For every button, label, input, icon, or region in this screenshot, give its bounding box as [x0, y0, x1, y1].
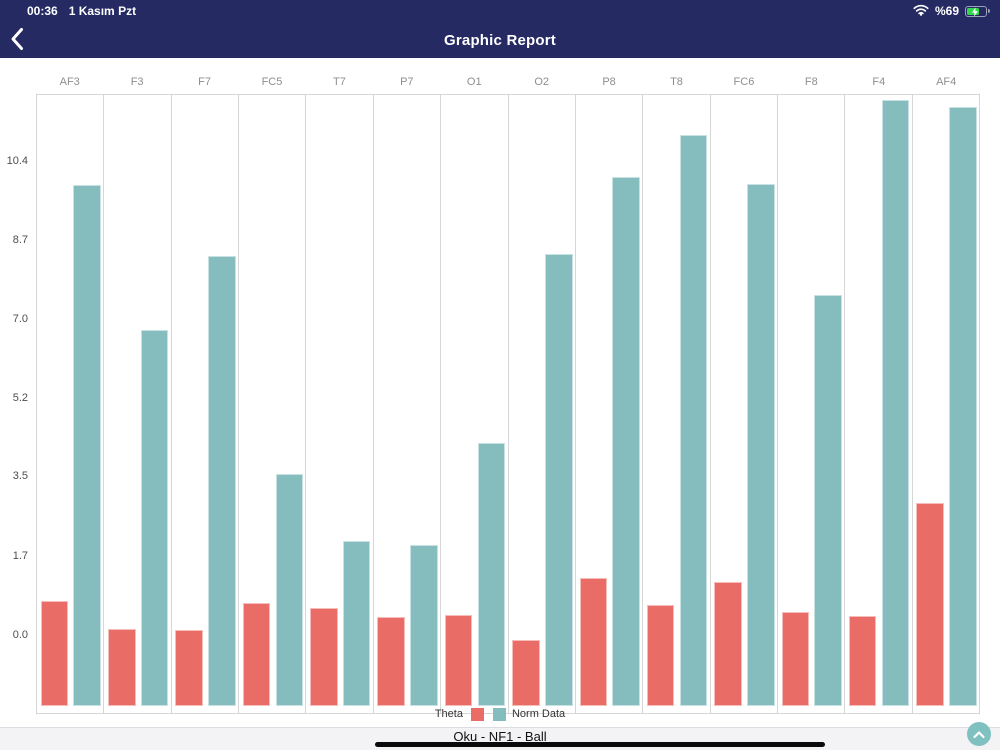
bar-norm-data-f7[interactable] [208, 255, 236, 706]
home-indicator[interactable] [375, 742, 825, 747]
status-time: 00:36 [27, 4, 58, 18]
y-axis: 10.4 8.7 7.0 5.2 3.5 1.7 0.0 [0, 94, 30, 714]
charging-bolt-icon [972, 7, 978, 17]
bar-norm-data-af4[interactable] [949, 107, 977, 706]
bar-norm-data-fc6[interactable] [747, 184, 775, 706]
back-button[interactable] [10, 25, 42, 55]
bar-norm-data-o1[interactable] [477, 442, 506, 706]
bar-norm-data-f4[interactable] [881, 99, 910, 706]
bar-norm-data-f8[interactable] [814, 294, 842, 706]
wifi-icon [913, 4, 929, 19]
chart-panel-fc6 [709, 94, 778, 714]
column-header-t7: T7 [332, 76, 346, 88]
battery-percent-label: %69 [934, 4, 959, 18]
bottom-bar: Oku - NF1 - Ball [0, 727, 1000, 750]
legend-swatch-norm[interactable] [492, 707, 506, 721]
bar-norm-data-fc5[interactable] [275, 474, 304, 706]
bar-theta-af4[interactable] [916, 503, 944, 706]
chart-panel-af4 [911, 94, 981, 714]
bar-norm-data-f3[interactable] [140, 330, 169, 706]
chevron-left-icon [10, 27, 24, 54]
chevron-up-icon [973, 727, 985, 742]
bar-theta-fc5[interactable] [242, 602, 271, 706]
status-left: 00:36 1 Kasım Pzt [27, 4, 136, 18]
page-title: Graphic Report [444, 31, 556, 49]
bar-theta-f8[interactable] [781, 611, 810, 706]
bar-theta-t7[interactable] [310, 608, 338, 706]
bar-norm-data-p7[interactable] [410, 544, 438, 706]
column-header-t8: T8 [670, 76, 683, 88]
chart-panel-o1 [440, 94, 509, 714]
column-header-p8: P8 [602, 76, 616, 88]
bar-theta-fc6[interactable] [714, 582, 742, 706]
chart-panel-p7 [372, 94, 442, 714]
bar-norm-data-o2[interactable] [545, 253, 573, 706]
bar-theta-t8[interactable] [646, 605, 675, 706]
nav-bar: Graphic Report [0, 22, 1000, 58]
y-tick-1.7: 1.7 [12, 549, 28, 562]
column-header-fc6: FC6 [733, 76, 755, 88]
chart-panel-f3 [103, 94, 172, 714]
status-bar: 00:36 1 Kasım Pzt %69 [0, 0, 1000, 22]
y-tick-10.4: 10.4 [6, 154, 28, 167]
chart-panel-t8 [642, 94, 711, 714]
y-tick-7.0: 7.0 [12, 312, 28, 325]
column-header-o2: O2 [534, 76, 549, 88]
y-tick-5.2: 5.2 [12, 391, 28, 404]
column-header-f4: F4 [872, 76, 886, 88]
bar-theta-p7[interactable] [377, 617, 405, 706]
chart-panel-p8 [574, 94, 644, 714]
bar-theta-p8[interactable] [579, 577, 608, 706]
bar-norm-data-t7[interactable] [342, 540, 371, 706]
column-header-fc5: FC5 [261, 76, 283, 88]
legend-swatch-theta[interactable] [470, 707, 484, 721]
legend-label-norm-data[interactable]: Norm Data [511, 708, 566, 720]
column-header-f8: F8 [804, 76, 818, 88]
chart-panel-o2 [507, 94, 576, 714]
chart-panel-af3 [36, 94, 105, 714]
scroll-top-button[interactable] [967, 722, 991, 746]
bar-theta-o1[interactable] [444, 614, 473, 706]
session-label: Oku - NF1 - Ball [453, 729, 547, 744]
bar-theta-f3[interactable] [108, 628, 136, 706]
bar-theta-af3[interactable] [40, 600, 69, 706]
y-tick-3.5: 3.5 [12, 470, 28, 483]
bar-norm-data-af3[interactable] [73, 184, 102, 706]
bar-norm-data-t8[interactable] [679, 134, 708, 706]
chart-panels [36, 94, 981, 714]
column-header-af3: AF3 [59, 76, 80, 88]
battery-charging-icon [965, 5, 990, 17]
bar-theta-f7[interactable] [175, 629, 203, 706]
status-right: %69 [913, 4, 990, 19]
chart-panel-fc5 [238, 94, 307, 714]
bar-norm-data-p8[interactable] [612, 176, 640, 706]
y-tick-0.0: 0.0 [12, 628, 28, 641]
chart-panel-t7 [305, 94, 374, 714]
column-header-o1: O1 [466, 76, 482, 88]
chart-panel-f8 [776, 94, 846, 714]
chart: AF3 F3 F7 FC5 T7 P7 O1 O2 P8 T8 FC6 F8 F4 AF4 10.4 8.7… [0, 58, 1000, 727]
column-headers-row: AF3 F3 F7 FC5 T7 P7 O1 O2 P8 T8 FC6 F8 F4 AF4 [36, 76, 980, 92]
y-tick-8.7: 8.7 [12, 233, 28, 246]
column-header-af4: AF4 [936, 76, 957, 88]
column-header-f7: F7 [198, 76, 211, 88]
bar-theta-o2[interactable] [512, 640, 540, 706]
chart-panel-f4 [844, 94, 913, 714]
column-header-p7: P7 [400, 76, 414, 88]
column-header-f3: F3 [130, 76, 144, 88]
status-date: 1 Kasım Pzt [68, 4, 137, 18]
chart-panel-f7 [170, 94, 240, 714]
bar-theta-f4[interactable] [848, 616, 877, 706]
legend-label-theta[interactable]: Theta [434, 708, 463, 720]
chart-legend: Theta Norm Data [0, 704, 1000, 724]
